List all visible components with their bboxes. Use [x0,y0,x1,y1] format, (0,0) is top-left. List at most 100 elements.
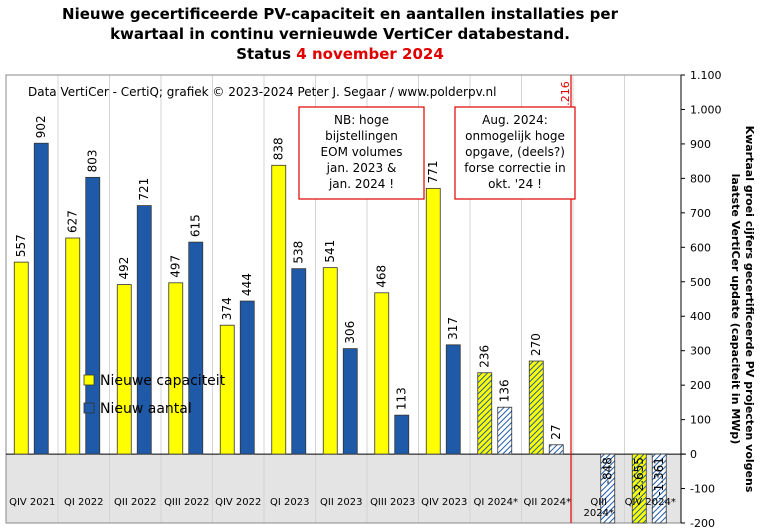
annotation-text: Aug. 2024: [482,113,548,127]
y-tick-label: 1.000 [690,103,722,116]
count-bar [394,414,410,455]
y-tick-label: 800 [690,172,711,185]
y-axis-title-line: laatste VertiCer update (capaciteit in M… [729,174,742,445]
x-tick-label: QIV 2024* [625,497,676,508]
annotation-text: onmogelijk hoge [465,129,565,143]
count-value-label: 538 [292,241,306,264]
count-value-label: 803 [86,149,100,172]
x-tick-label: QIV 2023 [421,497,467,508]
title-line-2: kwartaal in continu vernieuwde VertiCer … [110,25,570,43]
annotation-text: jan. 2023 & [326,161,397,175]
x-tick-label: QII 2022 [114,497,156,508]
status-date: 4 november 2024 [296,45,444,63]
legend-swatch [83,374,95,386]
capacity-value-label: 468 [375,265,389,288]
count-bar [600,453,616,524]
y-tick-label: 1.100 [690,69,722,82]
title-line-1: Nieuwe gecertificeerde PV-capaciteit en … [62,5,618,23]
x-tick-label: QIV 2022 [215,497,261,508]
x-tick-label: QIV 2021 [9,497,55,508]
x-tick-label: QI 2024* [474,497,518,508]
y-tick-label: 600 [690,241,711,254]
capacity-bar [13,261,29,455]
count-bar [291,268,307,455]
y-tick-label: 400 [690,310,711,323]
capacity-bar [219,324,235,455]
capacity-bar [528,360,544,455]
count-bar [188,241,204,455]
y-tick-label: 100 [690,414,711,427]
reference-line-label: 4.216 [559,81,572,113]
annotation-box [454,106,576,200]
legend-label: Nieuwe capaciteit [100,373,226,389]
x-tick-label: QII 2023 [320,497,362,508]
y-tick-label: 500 [690,276,711,289]
y-tick-label: 900 [690,138,711,151]
count-bar [342,348,358,455]
count-value-label: 113 [395,387,409,410]
capacity-value-label: 236 [478,345,492,368]
annotation-text: EOM volumes [321,145,403,159]
count-value-label: 902 [34,115,48,138]
count-value-label: -1.361 [652,457,666,496]
capacity-bar [374,292,390,455]
annotation-text: NB: hoge [334,113,389,127]
annotation-text: jan. 2024 ! [328,177,394,191]
x-tick-label: QIII 2022 [164,497,209,508]
count-bar [651,453,667,524]
count-bar [445,344,461,455]
x-tick-label: QII 2024* [524,497,571,508]
chart-title: Nieuwe gecertificeerde PV-capaciteit en … [0,4,680,64]
capacity-value-label: 541 [323,240,337,263]
annotation-text: opgave, (deels?) [465,145,565,159]
y-tick-label: 200 [690,379,711,392]
x-tick-label: QIII 2023 [370,497,415,508]
capacity-bar [631,453,647,524]
capacity-bar [168,282,184,455]
y-tick-label: -100 [690,483,715,496]
capacity-bar [477,372,493,455]
count-value-label: 721 [137,178,151,201]
count-value-label: 317 [446,317,460,340]
y-tick-label: 0 [690,448,697,461]
y-tick-label: -200 [690,517,715,530]
count-value-label: 306 [343,321,357,344]
capacity-bar [271,164,287,455]
capacity-bar [65,237,81,455]
y-axis-title-line: Kwartaal groei cijfers gecertificeerde P… [743,126,756,493]
capacity-value-label: 374 [220,297,234,320]
capacity-value-label: 557 [14,234,28,257]
capacity-value-label: -2.655 [632,457,646,496]
credit-text: Data VertiCer - CertiQ; grafiek © 2023-2… [28,85,497,99]
count-value-label: 615 [189,214,203,237]
capacity-value-label: 627 [66,210,80,233]
capacity-value-label: 771 [426,160,440,183]
capacity-value-label: 497 [169,255,183,278]
count-value-label: 136 [498,379,512,402]
capacity-value-label: 838 [272,137,286,160]
count-bar [497,406,513,455]
count-value-label: 444 [240,273,254,296]
capacity-value-label: 492 [117,257,131,280]
x-tick-label: QIII [590,497,607,508]
count-value-label: 27 [549,424,563,439]
legend-swatch [83,402,95,414]
title-line-3: Status 4 november 2024 [0,44,680,64]
y-tick-label: 700 [690,207,711,220]
capacity-bar [425,187,441,455]
annotation-text: bijstellingen [325,129,398,143]
capacity-bar [322,267,338,455]
count-bar [548,444,564,455]
x-tick-label: QI 2023 [270,497,309,508]
status-label: Status [236,45,292,63]
count-value-label: -848 [601,457,615,484]
legend-label: Nieuw aantal [100,401,192,417]
annotation-text: forse correctie in [464,161,565,175]
count-bar [239,300,255,455]
count-bar [136,205,152,455]
annotation-box [298,106,425,200]
capacity-bar [116,284,132,455]
plot-area-negative [6,454,681,523]
annotation-text: okt. '24 ! [488,177,542,191]
